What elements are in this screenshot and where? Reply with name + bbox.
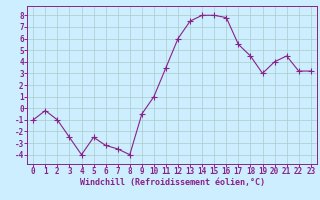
X-axis label: Windchill (Refroidissement éolien,°C): Windchill (Refroidissement éolien,°C): [79, 178, 265, 187]
